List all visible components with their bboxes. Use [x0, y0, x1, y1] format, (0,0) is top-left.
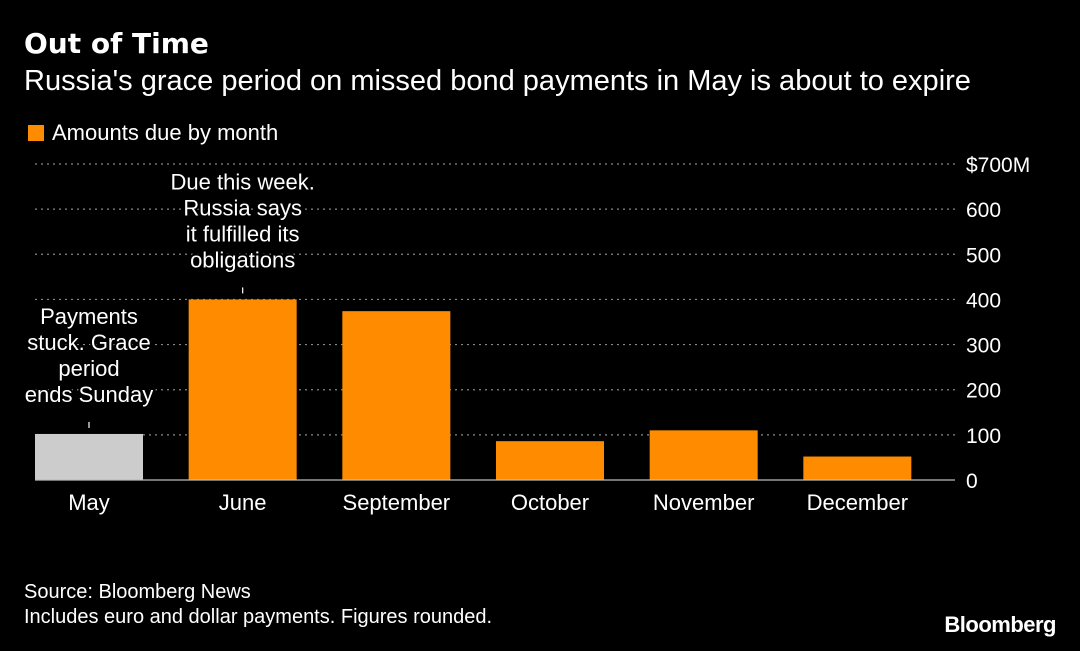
x-tick-label: September [343, 490, 451, 515]
annotation-text: ends Sunday [25, 382, 153, 407]
annotation-text: Russia says [183, 195, 302, 220]
annotation-text: stuck. Grace [27, 330, 150, 355]
footer: Source: Bloomberg News Includes euro and… [24, 580, 492, 630]
bar-may [35, 433, 143, 480]
y-tick-label: 0 [966, 470, 978, 493]
bar-december [803, 456, 912, 480]
y-tick-label: 500 [966, 244, 1001, 267]
chart-subtitle: Russia's grace period on missed bond pay… [24, 65, 971, 97]
figures-note: Includes euro and dollar payments. Figur… [24, 606, 493, 628]
chart-title: Out of Time [24, 27, 209, 60]
x-tick-label: November [653, 490, 754, 515]
x-tick-label: June [219, 490, 267, 515]
y-tick-label: 400 [966, 289, 1001, 312]
annotation-text: it fulfilled its [186, 221, 300, 246]
x-tick-label: May [68, 490, 110, 515]
bar-september [342, 311, 451, 480]
x-tick-label: October [511, 490, 589, 515]
y-tick-label: 100 [966, 425, 1001, 448]
x-tick-label: December [807, 490, 908, 515]
legend-label: Amounts due by month [52, 120, 279, 145]
bar-october [496, 441, 604, 480]
source-note: Source: Bloomberg News [24, 581, 251, 603]
annotation-text: obligations [190, 247, 295, 272]
bar-june [188, 299, 297, 480]
bar-chart: 0 100 200 300 400 500 600 $700M May June September… [23, 154, 1030, 515]
annotation-text: Payments [40, 304, 138, 329]
y-tick-label: 200 [966, 380, 1001, 403]
legend: Amounts due by month [28, 120, 278, 146]
y-tick-label: $700M [966, 154, 1030, 177]
bar-november [649, 430, 758, 480]
annotation-text: period [58, 356, 119, 381]
annotation-text: Due this week. [171, 169, 315, 194]
y-tick-label: 600 [966, 199, 1001, 222]
legend-swatch [28, 125, 44, 141]
bloomberg-logo: Bloomberg [944, 612, 1056, 637]
y-tick-label: 300 [966, 335, 1001, 358]
